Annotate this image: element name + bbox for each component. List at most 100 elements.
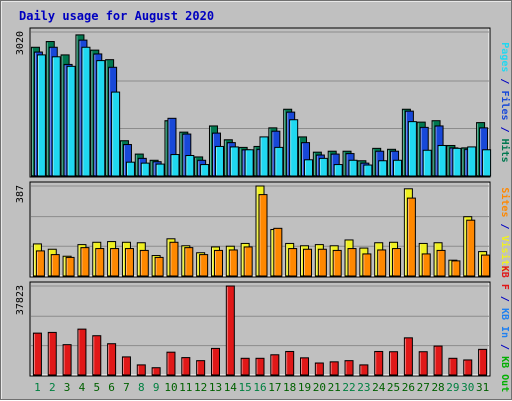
bar [407,121,417,177]
bar [185,154,195,177]
bar [136,364,146,376]
legend-part: / [499,338,510,356]
panel-hits-files-pages: 3020 Pages / Files / Hits [15,27,511,178]
bar [65,256,75,277]
bar [466,219,476,277]
day-label: 1 [34,381,41,394]
bar [274,146,284,177]
bar [433,345,443,376]
day-label: 15 [239,381,252,394]
bar [95,248,105,277]
bar [51,56,61,177]
bar [35,250,45,277]
bar [229,146,239,177]
bar [362,253,372,277]
bar [344,360,354,376]
bar [199,254,209,277]
bar [154,256,164,277]
bar [348,159,358,177]
day-label: 30 [461,381,474,394]
bar [374,350,384,376]
bar [333,164,343,177]
bar [304,159,314,177]
day-label: 19 [298,381,311,394]
bar [378,160,388,177]
day-label: 23 [357,381,370,394]
series-sites [35,194,491,277]
bar [359,364,369,376]
bar [393,159,403,177]
legend-part: Files [499,90,511,120]
series-pages [36,46,492,177]
legend-part: / [499,72,510,90]
bar [125,161,135,177]
bar [451,260,461,277]
bar [363,164,373,177]
bar [80,247,90,277]
day-label: 8 [138,381,145,394]
bar [452,147,462,177]
bar [184,247,194,277]
bar [377,249,387,277]
day-label: 6 [108,381,115,394]
panel-legend: KB F / KB In / KB Out [499,266,510,392]
graph-title: Daily usage for August 2020 [19,9,214,23]
day-label: 26 [402,381,415,394]
bar [273,227,283,277]
bar [47,331,57,376]
bar [240,357,250,376]
bar [81,46,91,177]
day-label: 3 [64,381,71,394]
legend-part: Sites [499,187,511,217]
bar [389,351,399,376]
day-label: 21 [328,381,341,394]
day-label: 31 [476,381,489,394]
bar [289,119,299,177]
bar [66,65,76,177]
bar [121,356,131,376]
max-value-label: 37823 [15,285,26,315]
day-label: 14 [224,381,238,394]
day-label: 4 [79,381,86,394]
bar [92,335,102,376]
bar [481,254,491,277]
bar [482,149,492,177]
legend-part: KB Out [499,356,510,392]
legend-part: Pages [499,42,510,72]
bar [317,248,327,277]
bar [392,248,402,277]
bar [166,351,176,376]
day-label: 18 [283,381,296,394]
day-label: 20 [313,381,326,394]
legend-part: / [499,121,510,139]
bar [107,343,117,376]
day-label: 16 [253,381,266,394]
bar [467,146,477,177]
day-axis-labels: 1 2 3 4 5 6 7 8 9 10 11 12 13 14 15 16 17 18 19 20 21 22 23 24 2… [34,381,489,394]
day-label: 28 [431,381,444,394]
bar [214,145,224,177]
bar [300,357,310,376]
bar [170,154,180,177]
day-label: 25 [387,381,400,394]
bar [243,246,253,277]
bar [32,332,42,376]
bar [111,91,121,177]
bar [285,350,295,376]
bar [169,241,179,277]
bar [210,347,220,376]
bar [437,144,447,177]
panel-legend: Pages / Files / Hits [499,42,511,162]
series-kb-f [32,285,488,376]
bar [403,337,413,376]
panel-visits-sites: 387 Sites / Visits [15,181,511,278]
bar [196,360,206,376]
bar [418,351,428,376]
bar [406,197,416,277]
bar [259,136,269,177]
day-label: 7 [123,381,130,394]
bar [200,164,210,177]
